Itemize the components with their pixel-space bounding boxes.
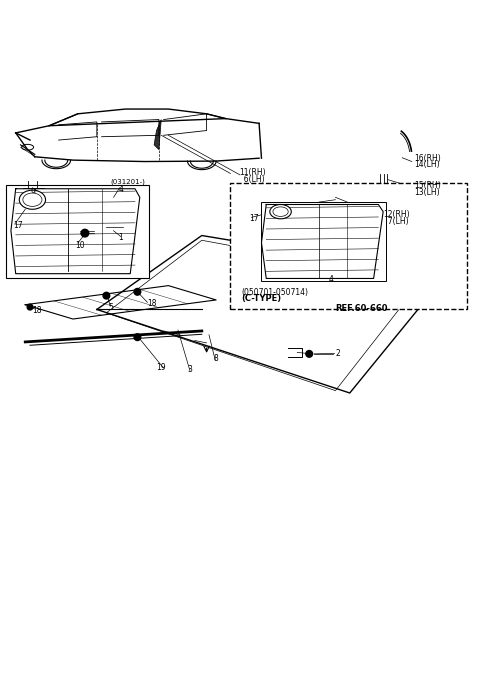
- Text: 12(RH): 12(RH): [383, 210, 410, 219]
- Text: 2: 2: [336, 349, 340, 358]
- Ellipse shape: [273, 207, 288, 217]
- Circle shape: [81, 229, 89, 237]
- Text: 15(RH): 15(RH): [414, 181, 441, 190]
- Circle shape: [306, 351, 312, 358]
- Text: 19: 19: [156, 363, 166, 373]
- Text: 17: 17: [13, 221, 23, 230]
- Text: (C-TYPE): (C-TYPE): [241, 294, 282, 303]
- Text: 7(LH): 7(LH): [383, 217, 409, 226]
- Circle shape: [134, 334, 141, 340]
- Text: 10: 10: [75, 240, 85, 249]
- Text: 3: 3: [188, 364, 192, 374]
- Circle shape: [27, 304, 33, 310]
- Text: 14(LH): 14(LH): [414, 161, 440, 170]
- Text: 18: 18: [33, 306, 42, 315]
- FancyBboxPatch shape: [230, 183, 467, 309]
- Ellipse shape: [23, 193, 42, 206]
- Text: 11(RH): 11(RH): [239, 168, 265, 177]
- Circle shape: [103, 292, 110, 299]
- Text: 5: 5: [109, 302, 114, 312]
- Text: 18: 18: [147, 299, 156, 308]
- Text: REF.60-660: REF.60-660: [336, 304, 388, 313]
- Ellipse shape: [19, 190, 46, 209]
- Text: 9: 9: [30, 188, 35, 197]
- Text: 8: 8: [214, 354, 218, 363]
- Text: 1: 1: [118, 234, 123, 242]
- Text: 16(RH): 16(RH): [414, 154, 441, 163]
- Text: 4: 4: [328, 275, 333, 284]
- Text: (031201-): (031201-): [110, 179, 145, 185]
- Bar: [262, 202, 385, 281]
- Text: 13(LH): 13(LH): [414, 187, 440, 197]
- Text: 4: 4: [118, 185, 123, 193]
- Bar: [6, 185, 149, 279]
- Ellipse shape: [270, 204, 291, 219]
- Text: 17: 17: [250, 215, 259, 223]
- Circle shape: [134, 289, 141, 295]
- Text: (050701-050714): (050701-050714): [241, 288, 309, 298]
- Polygon shape: [154, 120, 161, 150]
- Text: 6(LH): 6(LH): [239, 175, 264, 184]
